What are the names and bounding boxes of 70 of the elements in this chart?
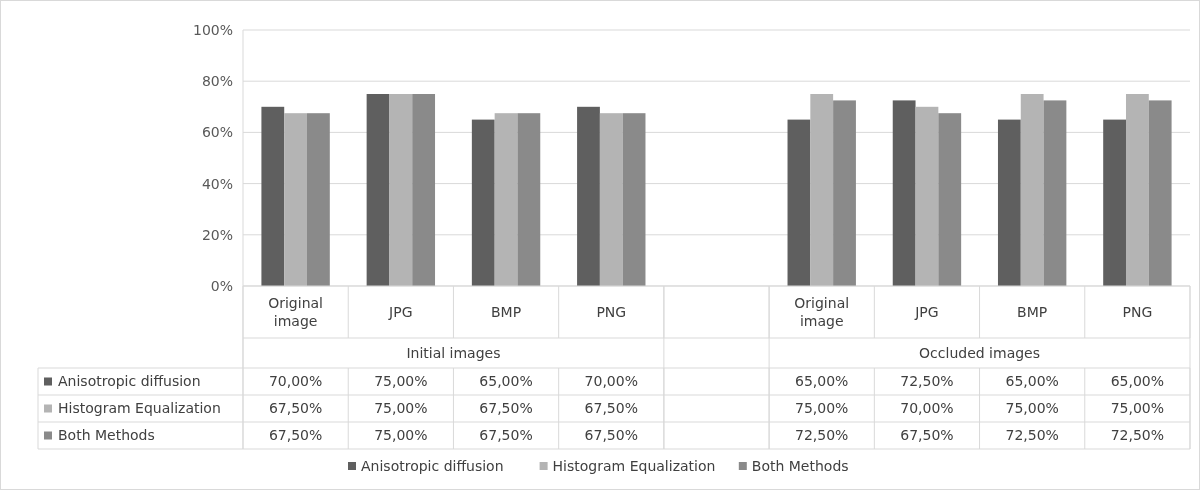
data-label: 75,00%	[1110, 400, 1165, 417]
bar	[389, 94, 413, 286]
y-tick-label: 100%	[192, 21, 233, 38]
bar	[599, 113, 623, 286]
data-label: 70,00%	[584, 373, 638, 390]
data-label: 70,00%	[900, 400, 954, 417]
bar	[892, 100, 916, 286]
x-tick-label: Original image	[268, 294, 324, 329]
y-tick-label: 80%	[201, 73, 233, 90]
bar	[810, 94, 834, 286]
bar	[307, 113, 330, 286]
bar	[1148, 100, 1172, 286]
y-tick-label: 60%	[201, 124, 233, 141]
x-tick-label: Original image	[794, 294, 850, 329]
text: Initial images	[406, 344, 501, 361]
data-label: 65,00%	[479, 373, 533, 390]
text: Both Methods	[58, 427, 155, 444]
bar	[517, 113, 541, 286]
data-label: 75,00%	[374, 400, 428, 417]
bar	[366, 94, 390, 286]
x-tick-label: JPG	[914, 303, 939, 320]
bar	[938, 113, 962, 286]
x-tick-label: BMP	[490, 303, 522, 320]
data-label: 65,00%	[1005, 373, 1059, 390]
bar	[494, 113, 518, 286]
text: Histogram Equalization	[552, 457, 716, 474]
y-tick-label: 20%	[201, 226, 233, 243]
bar	[787, 119, 811, 286]
bar	[577, 106, 600, 286]
legend-label: Histogram Equalization	[58, 400, 221, 417]
data-label: 75,00%	[1005, 400, 1059, 417]
x-tick-label: BMP	[1017, 303, 1048, 320]
data-label: 75,00%	[374, 427, 428, 444]
bar	[1043, 100, 1067, 286]
data-label: 72,50%	[900, 373, 954, 390]
data-label: 67,50%	[268, 427, 323, 444]
data-label: 65,00%	[795, 373, 849, 390]
bar	[833, 100, 856, 286]
bar	[284, 113, 308, 286]
bar	[997, 119, 1021, 286]
bar	[471, 119, 495, 286]
text: Anisotropic diffusion	[361, 457, 504, 474]
bar	[412, 94, 436, 286]
data-label: 67,50%	[584, 400, 638, 417]
y-tick-label: 0%	[210, 277, 233, 294]
data-label: 75,00%	[374, 373, 428, 390]
x-tick-label: PNG	[1122, 303, 1153, 320]
legend-label: Both Methods	[751, 457, 849, 474]
bar	[622, 113, 646, 286]
data-label: 67,50%	[584, 427, 638, 444]
data-label: 72,50%	[1005, 427, 1059, 444]
data-label: 67,50%	[268, 400, 323, 417]
y-tick-label: 40%	[201, 175, 233, 192]
bar	[1103, 119, 1126, 286]
x-tick-label: PNG	[596, 303, 627, 320]
bar	[915, 106, 939, 286]
data-label: 70,00%	[268, 373, 323, 390]
bar	[1125, 94, 1149, 286]
legend-label: Anisotropic diffusion	[58, 373, 201, 390]
data-label: 72,50%	[1110, 427, 1165, 444]
x-tick-label: JPG	[388, 303, 413, 320]
data-label: 75,00%	[795, 400, 849, 417]
data-label: 65,00%	[1110, 373, 1165, 390]
bar	[261, 106, 285, 286]
data-label: 72,50%	[795, 427, 849, 444]
bar	[1020, 94, 1044, 286]
data-label: 67,50%	[479, 400, 533, 417]
data-label: 67,50%	[900, 427, 954, 444]
data-label: 67,50%	[479, 427, 533, 444]
text: Occluded images	[919, 344, 1041, 361]
